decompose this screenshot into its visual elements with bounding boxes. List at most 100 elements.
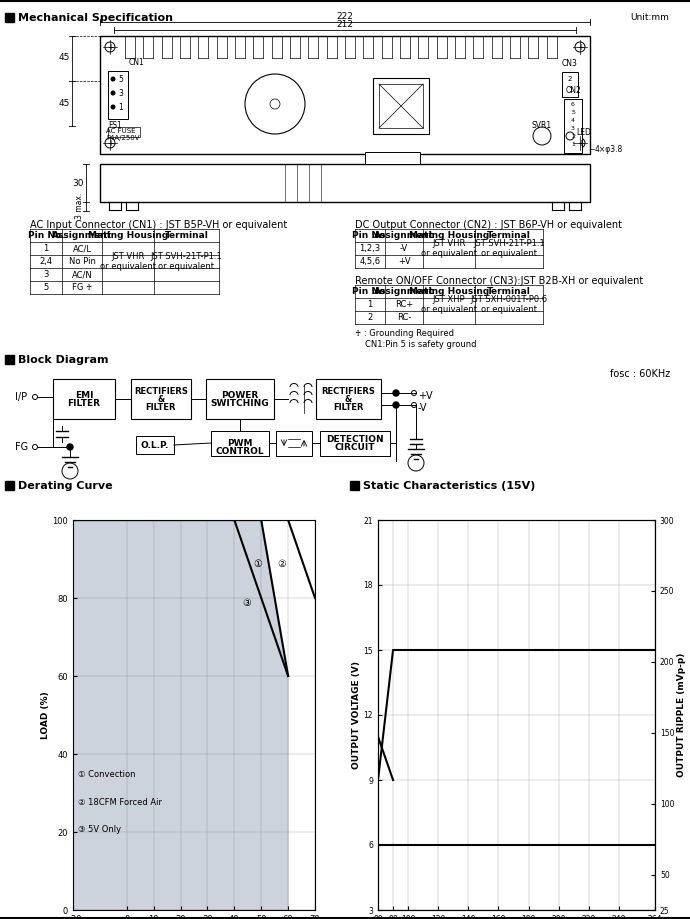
Text: +V: +V [418,391,433,401]
Text: Terminal: Terminal [487,231,531,240]
Text: SWITCHING: SWITCHING [210,399,269,407]
Text: F4A/250V: F4A/250V [106,135,139,141]
Text: &: & [345,394,352,403]
Bar [100,36,590,154]
Text: +: + [577,42,583,51]
Text: 5: 5 [119,74,124,84]
Bar [211,431,269,456]
Text: 5: 5 [571,109,575,115]
Bar [379,84,423,128]
Text: ①: ① [253,559,262,569]
Text: AC/L: AC/L [72,244,92,253]
Text: ♰ : Grounding Required: ♰ : Grounding Required [355,329,454,338]
Text: Pin No.: Pin No. [352,231,388,240]
Y-axis label: OUTPUT VOLTAGE (V): OUTPUT VOLTAGE (V) [352,661,361,769]
Text: ① Convection: ① Convection [79,770,136,779]
Text: 1: 1 [119,103,124,111]
Y-axis label: LOAD (%): LOAD (%) [41,691,50,739]
Text: I/P: I/P [15,392,27,402]
Text: 4,5,6: 4,5,6 [359,257,381,266]
Circle shape [393,390,399,396]
Text: +V: +V [397,257,411,266]
Text: RC+: RC+ [395,300,413,309]
Text: 222: 222 [337,12,353,21]
Text: 2: 2 [367,313,373,322]
Text: FILTER: FILTER [146,403,176,412]
Text: FILTER: FILTER [68,399,101,407]
Text: 1: 1 [571,142,575,146]
Text: O.L.P.: O.L.P. [141,440,169,449]
Text: +: + [577,139,583,148]
Text: JST SVH-21T-P1.1
or equivalent: JST SVH-21T-P1.1 or equivalent [473,239,545,258]
Text: Assignment: Assignment [52,231,112,240]
Bar [365,152,420,164]
Text: No Pin: No Pin [68,257,95,266]
Text: +: + [107,139,113,148]
Text: Block Diagram: Block Diagram [18,355,108,365]
Y-axis label: OUTPUT RIPPLE (mVp-p): OUTPUT RIPPLE (mVp-p) [678,652,687,777]
Text: Mechanical Specification: Mechanical Specification [18,13,173,23]
Bar [276,431,312,456]
Text: Assignment: Assignment [374,287,434,296]
Text: SVR1: SVR1 [532,121,552,130]
Bar [108,127,140,137]
Text: 45: 45 [59,53,70,62]
Text: AC/N: AC/N [72,270,92,279]
Text: -V: -V [400,244,408,253]
Text: 5: 5 [43,283,48,292]
Text: ③: ③ [242,597,251,607]
Text: -V: -V [418,403,428,413]
Text: 3: 3 [571,126,575,130]
Text: Terminal: Terminal [487,287,531,296]
Text: Terminal: Terminal [164,231,208,240]
Text: Static Characteristics (15V): Static Characteristics (15V) [363,481,535,491]
Text: 1: 1 [43,244,48,253]
Text: Mating Housing: Mating Housing [88,231,168,240]
Text: 3: 3 [119,88,124,97]
Text: Assignment: Assignment [374,231,434,240]
Text: JST VHR
or equivalent: JST VHR or equivalent [421,239,477,258]
Text: JST VHR
or equivalent: JST VHR or equivalent [100,252,156,271]
Bar [562,72,578,97]
Bar [53,379,115,419]
Bar [320,431,390,456]
Circle shape [393,402,399,408]
Bar [131,379,191,419]
Bar [564,99,582,153]
Bar [108,71,128,119]
Bar [350,481,359,490]
Text: FILTER: FILTER [333,403,364,412]
Bar [5,355,14,364]
Circle shape [111,105,115,108]
Text: FG: FG [15,442,28,452]
Text: 3: 3 [43,270,49,279]
Text: ②: ② [277,559,286,569]
Bar [373,78,429,134]
Text: ③ 5V Only: ③ 5V Only [79,825,121,834]
Circle shape [111,91,115,95]
Text: 1: 1 [568,87,572,93]
Text: 6: 6 [571,101,575,107]
Bar [5,481,14,490]
Text: DC Output Connector (CN2) : JST B6P-VH or equivalent: DC Output Connector (CN2) : JST B6P-VH o… [355,220,622,230]
Text: Remote ON/OFF Connector (CN3):JST B2B-XH or equivalent: Remote ON/OFF Connector (CN3):JST B2B-XH… [355,276,643,286]
Text: 1,2,3: 1,2,3 [359,244,381,253]
Text: Mating Housing: Mating Housing [409,287,489,296]
Circle shape [67,444,73,450]
Text: CONTROL: CONTROL [216,447,264,456]
Text: ② 18CFM Forced Air: ② 18CFM Forced Air [79,798,162,807]
Bar [206,379,274,419]
Text: CN2: CN2 [565,86,581,95]
Text: CIRCUIT: CIRCUIT [335,444,375,452]
Text: POWER: POWER [221,391,259,400]
Text: RC-: RC- [397,313,411,322]
Text: FS1: FS1 [108,121,121,130]
Text: FG ♰: FG ♰ [72,283,92,292]
Text: DETECTION: DETECTION [326,436,384,445]
Text: Unit:mm: Unit:mm [630,13,669,22]
Text: CN3: CN3 [562,59,578,68]
Text: JST SVH-21T-P1.1
or equivalent: JST SVH-21T-P1.1 or equivalent [150,252,222,271]
Text: JST XHP
or equivalent: JST XHP or equivalent [421,295,477,314]
Text: 45: 45 [59,98,70,108]
Text: AC FUSE: AC FUSE [106,128,135,134]
